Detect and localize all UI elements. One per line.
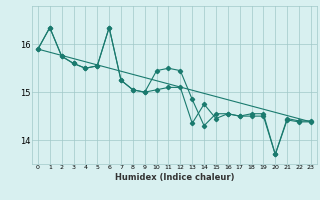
X-axis label: Humidex (Indice chaleur): Humidex (Indice chaleur) xyxy=(115,173,234,182)
